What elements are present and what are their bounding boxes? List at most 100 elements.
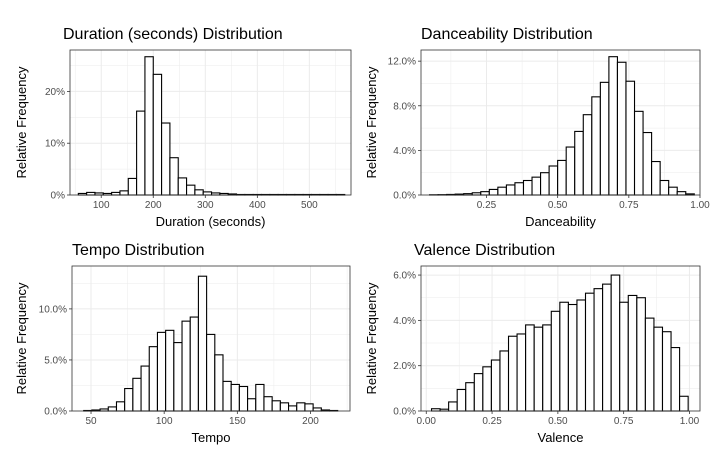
histogram-bar: [312, 407, 322, 412]
y-tick-label: 6.0%: [393, 271, 416, 282]
histogram-bar: [679, 395, 689, 412]
histogram-bar: [173, 342, 183, 412]
histogram-bar: [516, 333, 527, 412]
histogram-bar: [189, 316, 199, 412]
histogram-bar: [559, 301, 569, 412]
histogram-bar: [644, 317, 655, 412]
histogram-panel: 100 200 300 400 500 0% 10% 20% Duration (seconds…: [14, 26, 352, 229]
histogram-bar: [548, 165, 559, 196]
y-tick-label: 20%: [45, 87, 65, 98]
histogram-bar: [169, 157, 179, 196]
histogram-bar: [136, 110, 146, 196]
histogram-bar: [165, 329, 175, 412]
histogram-bar: [514, 182, 525, 196]
histogram-bar: [659, 179, 670, 196]
histogram-bar: [238, 385, 249, 412]
histogram-bar: [296, 402, 306, 412]
histogram-bar: [287, 405, 298, 412]
histogram-bar: [119, 190, 129, 196]
histogram-bar: [574, 130, 584, 196]
histogram-bar: [271, 400, 281, 412]
histogram-bar: [676, 191, 687, 196]
histogram-bar: [608, 56, 618, 196]
histogram-bar: [206, 333, 216, 412]
y-tick-label: 2.0%: [393, 361, 416, 372]
chart-title: Danceability Distribution: [421, 26, 593, 43]
histogram-panel: 0.25 0.50 0.75 1.00 0.0% 4.0% 8.0% 12.0% Danceab…: [364, 26, 710, 229]
histogram-bar: [456, 388, 467, 412]
x-tick-label: 200: [302, 416, 319, 427]
histogram-bar: [107, 406, 118, 412]
histogram-bar: [279, 402, 290, 412]
y-tick-label: 5.0%: [44, 355, 67, 366]
histogram-bar: [247, 398, 257, 412]
histogram-bar: [482, 366, 492, 412]
histogram-bar: [636, 297, 646, 412]
y-tick-label: 0.0%: [393, 191, 416, 202]
histogram-bar: [599, 81, 610, 196]
histogram-bar: [633, 110, 644, 196]
histogram-bar: [533, 326, 544, 412]
histogram-bar: [505, 184, 516, 196]
histogram-bar: [591, 96, 601, 196]
histogram-bar: [488, 188, 499, 196]
histogram-bar: [616, 61, 627, 196]
x-axis-label: Duration (seconds): [156, 214, 266, 229]
histogram-bar: [127, 177, 138, 196]
histogram-bar: [124, 387, 134, 412]
histogram-bar: [610, 274, 621, 412]
histogram-bar: [627, 294, 638, 412]
histogram-bar: [542, 324, 552, 412]
y-tick-label: 0%: [51, 191, 66, 202]
y-axis-label: Relative Frequency: [14, 66, 29, 178]
histogram-bar: [582, 114, 593, 196]
chart-title: Tempo Distribution: [72, 242, 205, 259]
histogram-bar: [565, 146, 576, 196]
histogram-bar: [619, 301, 629, 412]
x-tick-label: 0.25: [477, 200, 497, 211]
histogram-bar: [507, 335, 518, 412]
histogram-bar: [522, 179, 533, 196]
x-axis-label: Tempo: [191, 430, 230, 445]
x-tick-label: 200: [145, 200, 162, 211]
histogram-panel: 50 100 150 200 0.0% 5.0% 10.0% Tempo Distributi…: [14, 242, 351, 445]
x-tick-label: 0.50: [548, 200, 568, 211]
histogram-bar: [197, 275, 208, 412]
histogram-bar: [653, 326, 664, 412]
x-tick-label: 0.75: [614, 416, 634, 427]
histogram-bar: [499, 350, 510, 412]
histogram-bar: [177, 177, 188, 196]
y-tick-label: 0.0%: [393, 407, 416, 418]
panel-border: [71, 265, 351, 412]
histogram-bar: [593, 288, 604, 412]
histogram-bar: [490, 359, 501, 412]
x-tick-label: 0.75: [619, 200, 639, 211]
histogram-bar: [161, 122, 171, 196]
histogram-bar: [115, 401, 126, 412]
x-tick-label: 150: [229, 416, 246, 427]
histogram-bar: [642, 131, 653, 196]
panel-border: [69, 49, 352, 196]
y-tick-label: 4.0%: [393, 316, 416, 327]
histogram-bar: [255, 383, 265, 412]
histogram-bar: [140, 365, 150, 412]
histogram-bar: [480, 191, 490, 196]
histogram-bar: [132, 377, 142, 412]
histogram-bar: [214, 354, 224, 412]
histogram-bar: [668, 186, 678, 196]
histogram-bar: [473, 373, 484, 412]
y-tick-label: 12.0%: [388, 57, 416, 68]
histogram-bar: [263, 396, 273, 412]
x-tick-label: 100: [93, 200, 110, 211]
x-tick-label: 0.25: [482, 416, 502, 427]
histogram-bar: [576, 299, 587, 412]
histogram-bar: [531, 176, 542, 196]
y-tick-label: 10%: [45, 139, 65, 150]
histogram-bar: [602, 283, 612, 412]
histogram-bar: [194, 189, 204, 196]
histogram-bar: [152, 73, 163, 196]
histogram-panel: 0.00 0.25 0.50 0.75 1.00 0.0% 2.0% 4.0% 6.0% Vale…: [364, 242, 701, 445]
x-tick-label: 500: [301, 200, 318, 211]
